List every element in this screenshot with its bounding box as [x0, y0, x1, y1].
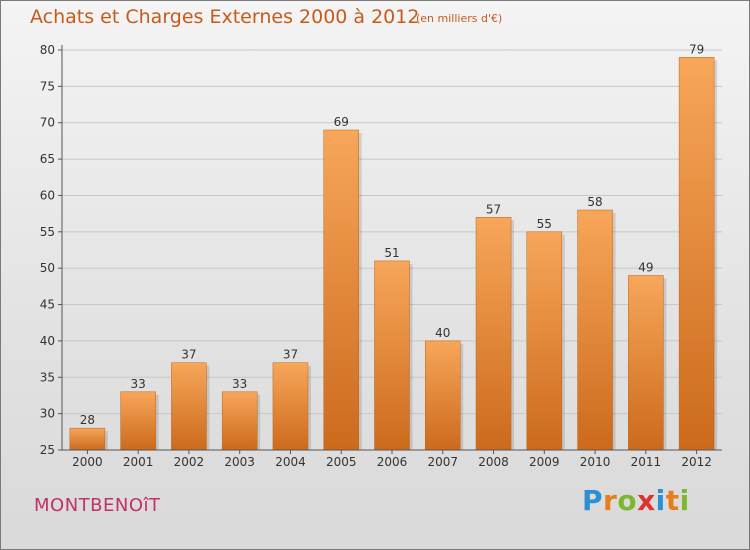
commune-name: MONTBENOîT [34, 495, 161, 516]
x-tick-label: 2000 [72, 455, 103, 469]
bar-2000[interactable] [69, 427, 106, 451]
logo-letter: x [637, 484, 656, 517]
bar-value-label: 40 [435, 326, 450, 340]
bar-2012[interactable] [678, 57, 715, 451]
logo-letter: o [617, 484, 638, 517]
bar-2004[interactable] [272, 362, 309, 451]
bar-2010[interactable] [577, 209, 613, 451]
y-tick-label: 30 [40, 407, 55, 421]
x-tick-label: 2004 [275, 455, 306, 469]
x-tick-label: 2007 [427, 455, 458, 469]
bar-2005[interactable] [323, 129, 359, 451]
x-tick-label: 2010 [580, 455, 611, 469]
bar-2011[interactable] [628, 275, 664, 451]
x-tick-label: 2005 [326, 455, 357, 469]
bar-value-label: 37 [283, 348, 298, 362]
y-tick-label: 55 [40, 225, 55, 239]
proxiti-logo[interactable]: Proxiti [582, 484, 690, 517]
bar-2001[interactable] [120, 391, 156, 451]
x-tick-label: 2002 [174, 455, 205, 469]
logo-letter: r [603, 484, 618, 517]
bar-value-label: 69 [334, 115, 349, 129]
x-tick-label: 2003 [224, 455, 255, 469]
bar-value-label: 28 [80, 413, 95, 427]
x-tick-label: 2011 [631, 455, 662, 469]
bar-2002[interactable] [171, 362, 207, 451]
logo-letter: P [582, 484, 604, 517]
x-tick-label: 2006 [377, 455, 408, 469]
y-tick-label: 25 [40, 443, 55, 457]
chart-title: Achats et Charges Externes 2000 à 2012 [30, 6, 420, 28]
y-tick-label: 40 [40, 334, 55, 348]
y-tick-label: 80 [40, 43, 55, 57]
y-tick-label: 50 [40, 261, 55, 275]
bar-value-label: 51 [384, 246, 399, 260]
y-tick-label: 70 [40, 116, 55, 130]
y-tick-label: 65 [40, 152, 55, 166]
bar-2006[interactable] [374, 260, 410, 451]
y-tick-label: 75 [40, 79, 55, 93]
bar-value-label: 55 [537, 217, 552, 231]
bar-value-label: 57 [486, 202, 501, 216]
x-tick-label: 2001 [123, 455, 154, 469]
bar-value-label: 58 [587, 195, 602, 209]
bar-value-label: 49 [638, 260, 653, 274]
y-tick-label: 60 [40, 188, 55, 202]
logo-letter: t [665, 484, 680, 517]
chart-subtitle: (en milliers d'€) [416, 12, 503, 25]
bar-2008[interactable] [475, 217, 512, 451]
logo-letter: i [679, 484, 690, 517]
bar-2003[interactable] [221, 391, 258, 451]
x-tick-label: 2009 [529, 455, 560, 469]
bar-value-label: 79 [689, 42, 704, 56]
x-tick-label: 2012 [681, 455, 712, 469]
y-tick-label: 45 [40, 298, 55, 312]
logo-letter: i [655, 484, 666, 517]
bar-2009[interactable] [526, 231, 563, 451]
bar-value-label: 37 [181, 348, 196, 362]
bar-value-label: 33 [131, 377, 146, 391]
bar-value-label: 33 [232, 377, 247, 391]
y-tick-label: 35 [40, 370, 55, 384]
bar-2007[interactable] [425, 340, 461, 451]
x-tick-label: 2008 [478, 455, 509, 469]
